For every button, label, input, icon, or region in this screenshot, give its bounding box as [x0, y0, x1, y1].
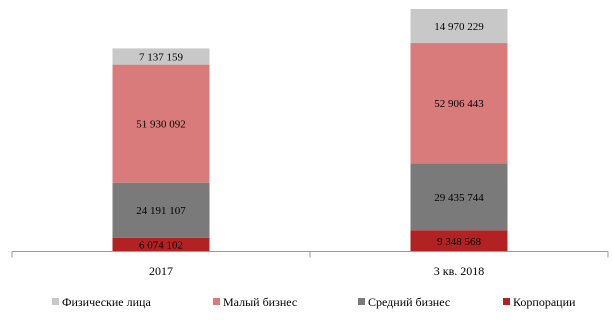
bar-segment-малый-бизнес-1 [410, 43, 508, 164]
legend-label-средний-бизнес: Средний бизнес [368, 295, 450, 309]
bar-segment-физические-лица-1 [410, 9, 508, 44]
data-label-малый-бизнес-0: 51 930 092 [136, 119, 186, 131]
x-axis: 2017 3 кв. 2018 [11, 251, 609, 278]
data-label-корпорации-1: 9 348 568 [437, 236, 482, 248]
data-label-средний-бизнес-0: 24 191 107 [136, 205, 186, 217]
legend-swatch-корпорации [503, 298, 510, 305]
legend-label-физические-лица: Физические лица [62, 295, 151, 309]
legend: Физические лица Малый бизнес Средний бизне… [52, 295, 576, 309]
bar-segment-средний-бизнес-0 [112, 182, 210, 238]
bar-segment-малый-бизнес-0 [112, 64, 210, 183]
bars-layer: 6 074 102 24 191 107 51 930 092 7 137 159 9 … [112, 9, 508, 252]
legend-swatch-средний-бизнес [358, 298, 365, 305]
bar-segment-физические-лица-0 [112, 48, 210, 65]
bar-segment-корпорации-0 [112, 237, 210, 252]
legend-label-корпорации: Корпорации [513, 295, 576, 309]
data-label-корпорации-0: 6 074 102 [139, 240, 183, 252]
bar-segment-корпорации-1 [410, 230, 508, 252]
data-label-физические-лица-0: 7 137 159 [139, 52, 184, 64]
legend-swatch-физические-лица [52, 298, 59, 305]
legend-label-малый-бизнес: Малый бизнес [223, 295, 297, 309]
data-label-физические-лица-1: 14 970 229 [434, 21, 484, 33]
category-label-1: 3 кв. 2018 [434, 264, 485, 278]
bar-segment-средний-бизнес-1 [410, 163, 508, 231]
legend-swatch-малый-бизнес [213, 298, 220, 305]
data-label-малый-бизнес-1: 52 906 443 [434, 98, 484, 110]
category-label-0: 2017 [149, 264, 173, 278]
data-label-средний-бизнес-1: 29 435 744 [434, 192, 484, 204]
